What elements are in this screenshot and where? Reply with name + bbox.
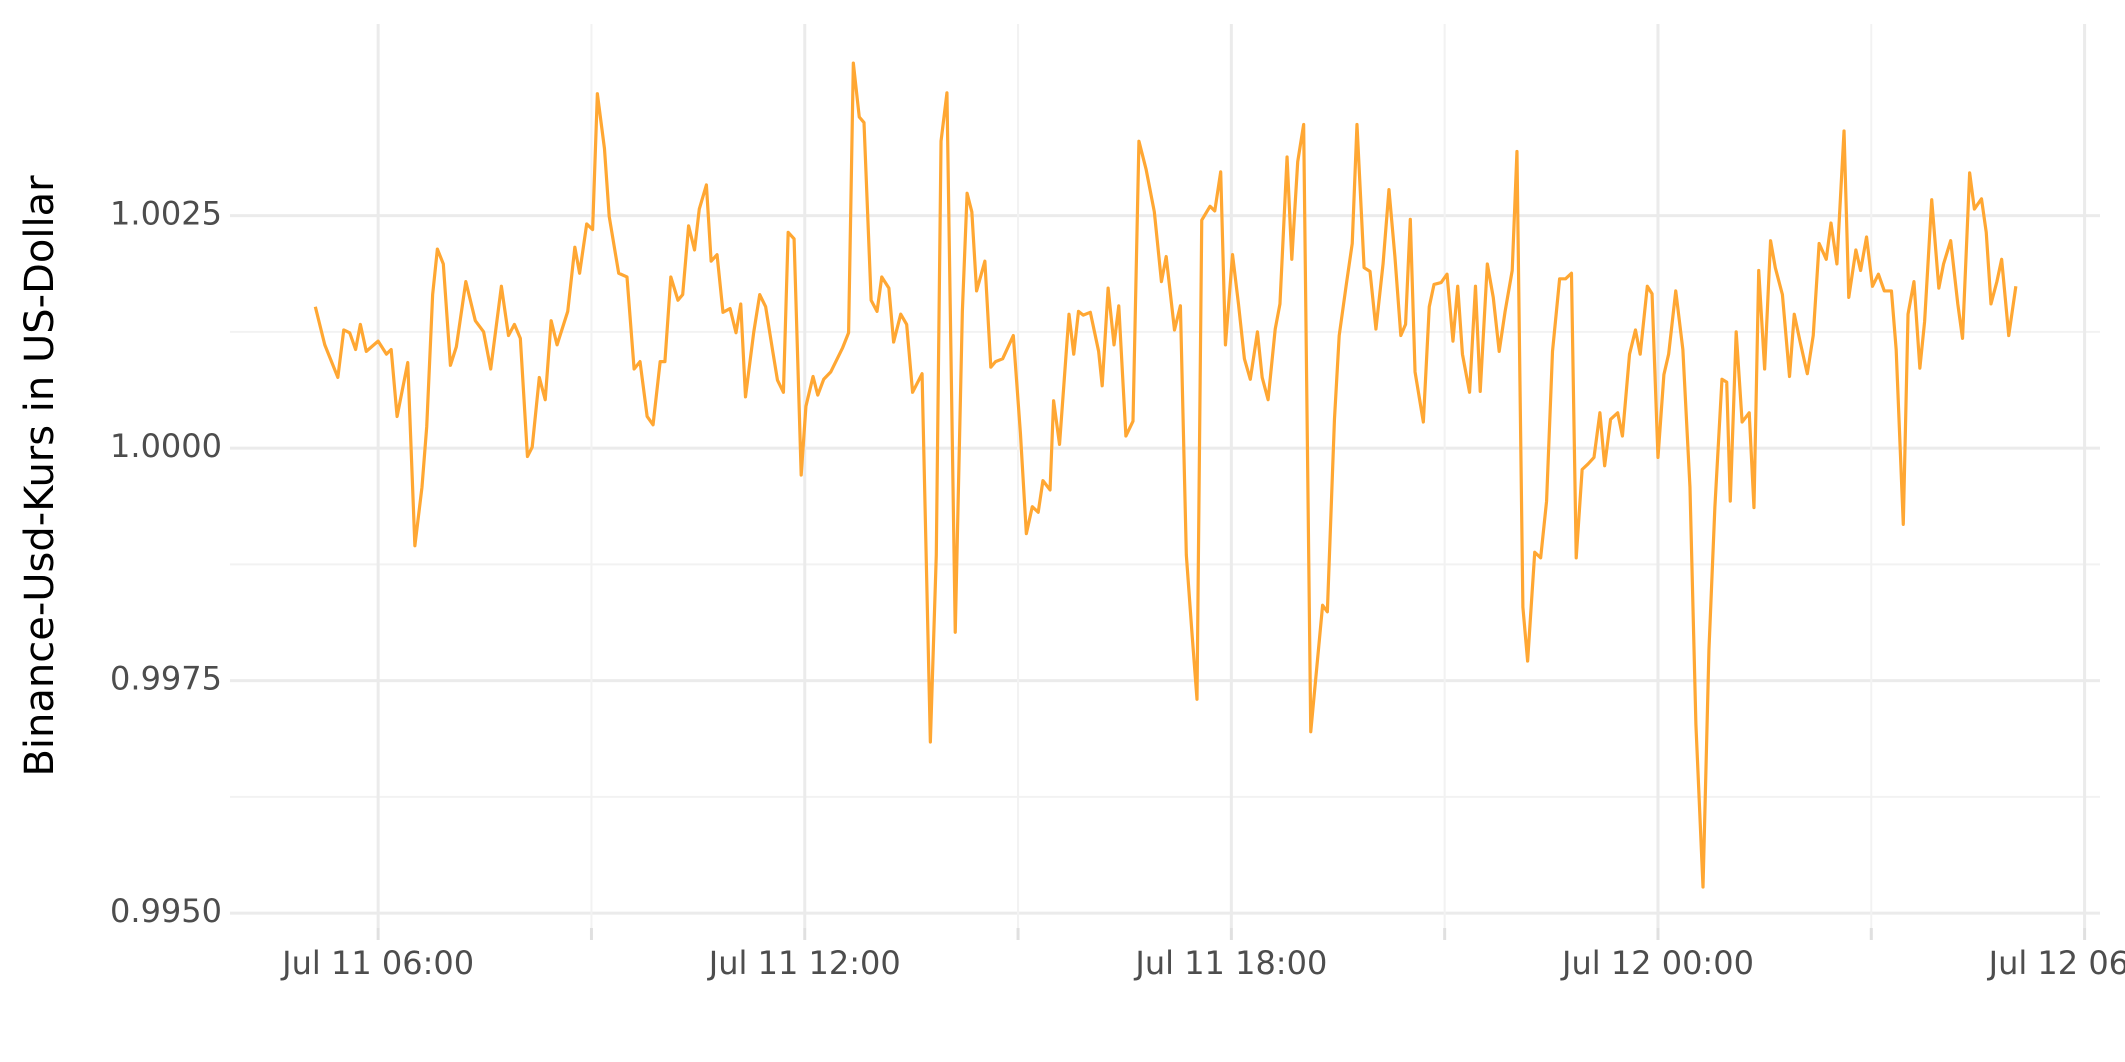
y-tick-label: 0.9975 [110, 660, 222, 698]
x-tick-label: Jul 11 12:00 [707, 944, 901, 982]
y-tick-label: 1.0025 [110, 195, 222, 233]
price-line [313, 61, 2018, 889]
x-tick-label: Jul 12 00:00 [1560, 944, 1754, 982]
y-tick-label: 1.0000 [110, 427, 222, 465]
x-tick-label: Jul 11 18:00 [1133, 944, 1327, 982]
x-tick-label: Jul 11 06:00 [280, 944, 474, 982]
grid [230, 24, 2100, 940]
y-axis-title: Binance-Usd-Kurs in US-Dollar [17, 175, 63, 777]
y-tick-label: 0.9950 [110, 892, 222, 930]
x-tick-label: Jul 12 06:00 [1987, 944, 2125, 982]
